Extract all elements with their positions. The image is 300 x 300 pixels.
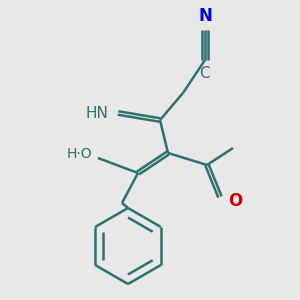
Text: HN: HN bbox=[85, 106, 108, 122]
Text: N: N bbox=[198, 7, 212, 25]
Text: H·O: H·O bbox=[66, 147, 92, 161]
Text: O: O bbox=[228, 192, 242, 210]
Text: C: C bbox=[199, 66, 209, 81]
